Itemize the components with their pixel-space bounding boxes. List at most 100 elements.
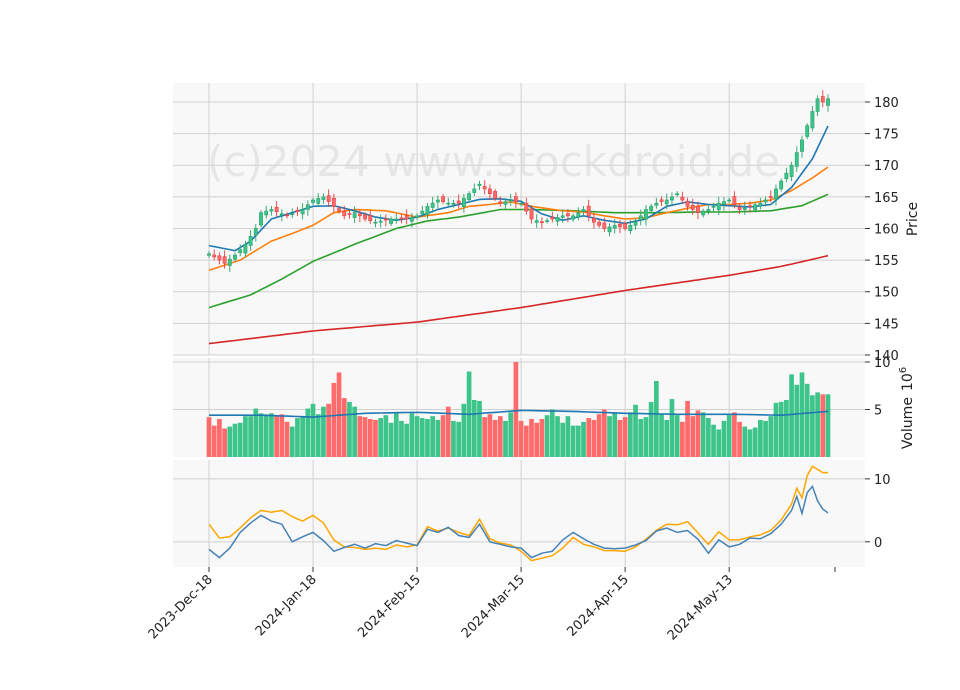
volume-bar	[581, 421, 586, 457]
candle-down	[602, 222, 607, 229]
volume-axis-label-group: Volume106	[898, 367, 916, 449]
volume-bar	[794, 384, 800, 457]
candle-up	[269, 209, 274, 212]
oscillator-lines	[208, 465, 829, 562]
volume-bar	[596, 414, 602, 457]
date-tick-label: 2024-Apr-15	[565, 572, 632, 639]
volume-bar	[258, 413, 264, 457]
candle-up	[425, 206, 430, 215]
volume-bar	[237, 422, 243, 457]
volume-bar	[711, 424, 716, 457]
candle-up	[430, 202, 435, 208]
volume-tick-label: 5	[874, 404, 882, 419]
volume-bar	[763, 420, 768, 457]
volume-bar	[279, 414, 285, 457]
price-tick-label: 160	[874, 222, 899, 237]
volume-bar	[789, 374, 794, 457]
candle-up	[644, 209, 648, 220]
volume-bar	[492, 419, 498, 457]
candle-up	[716, 202, 721, 211]
volume-bar	[289, 426, 295, 457]
volume-bar	[482, 417, 488, 457]
candle-down	[493, 191, 498, 199]
volume-axis-label: Volume106	[898, 367, 916, 449]
candle-up	[534, 220, 539, 223]
price-tick-label: 180	[874, 96, 899, 111]
volume-bar	[425, 419, 430, 457]
moving-average-ma-200	[208, 254, 829, 345]
candle-up	[805, 125, 810, 137]
candle-up	[472, 188, 477, 193]
volume-bars	[206, 362, 831, 457]
candle-up	[290, 213, 295, 216]
volume-bar	[388, 422, 394, 457]
volume-bar	[419, 418, 425, 457]
candle-up	[503, 201, 508, 205]
volume-bar	[295, 418, 300, 457]
volume-bar	[393, 412, 399, 457]
volume-bar	[721, 420, 727, 457]
candle-up	[628, 225, 633, 232]
volume-bar	[726, 415, 732, 457]
volume-bar	[560, 422, 566, 457]
candle-up	[670, 196, 674, 201]
volume-bar	[659, 414, 664, 457]
volume-bar	[409, 413, 415, 457]
volume-bar	[607, 416, 612, 457]
price-tick-label: 150	[874, 286, 899, 301]
candle-down	[586, 205, 591, 217]
oscillator-line-b	[208, 465, 828, 562]
volume-bar	[586, 418, 592, 457]
candle-down	[217, 255, 222, 261]
volume-bar	[768, 416, 774, 457]
volume-bar	[248, 416, 253, 457]
volume-bar	[331, 382, 337, 457]
volume-bar	[399, 420, 404, 457]
candle-down	[685, 200, 690, 207]
volume-axis-ticks: 5 10	[865, 356, 891, 419]
candle-up	[477, 183, 482, 186]
date-tick-label: 2023-Dec-18	[146, 572, 216, 642]
grid-lines	[173, 83, 865, 567]
candle-down	[768, 196, 773, 198]
volume-bar	[211, 425, 217, 457]
candle-down	[441, 196, 445, 202]
date-axis-ticks: 2023-Dec-18 2024-Jan-18 2024-Feb-15 2024-Ma…	[146, 567, 836, 643]
volume-bar	[680, 421, 685, 457]
candle-down	[222, 256, 227, 264]
candle-up	[435, 199, 440, 203]
volume-bar	[445, 406, 451, 457]
candle-down	[342, 210, 347, 217]
candle-down	[623, 223, 628, 229]
volume-bar	[674, 415, 680, 457]
price-tick-label: 165	[874, 191, 899, 206]
volume-bar	[633, 404, 638, 457]
moving-average-ma-long	[208, 193, 829, 309]
volume-bar	[315, 414, 321, 457]
volume-bar	[565, 416, 571, 457]
candle-up	[311, 199, 315, 203]
candle-down	[618, 223, 622, 228]
candle-up	[373, 221, 378, 224]
candle-down	[680, 196, 685, 201]
candle-up	[826, 98, 830, 106]
price-axis-ticks: 140 145 150 155 160 165 170 175 180	[865, 96, 899, 364]
volume-bar	[617, 419, 623, 457]
volume-bar	[227, 426, 233, 457]
volume-bar	[451, 420, 456, 457]
oscillator-line-a	[208, 484, 829, 559]
date-tick-label: 2024-Jan-18	[253, 572, 320, 639]
candle-up	[248, 236, 253, 246]
volume-bar	[575, 425, 581, 457]
volume-bar	[503, 420, 508, 457]
volume-bar	[487, 414, 493, 457]
volume-bar	[773, 402, 779, 457]
candle-up	[227, 258, 232, 266]
osc-tick-label: 0	[874, 536, 882, 551]
volume-bar	[643, 417, 649, 457]
oscillator-panel	[173, 460, 865, 567]
candle-up	[815, 98, 820, 112]
volume-bar	[627, 412, 633, 457]
candle-down	[550, 216, 555, 220]
volume-bar	[591, 419, 597, 457]
